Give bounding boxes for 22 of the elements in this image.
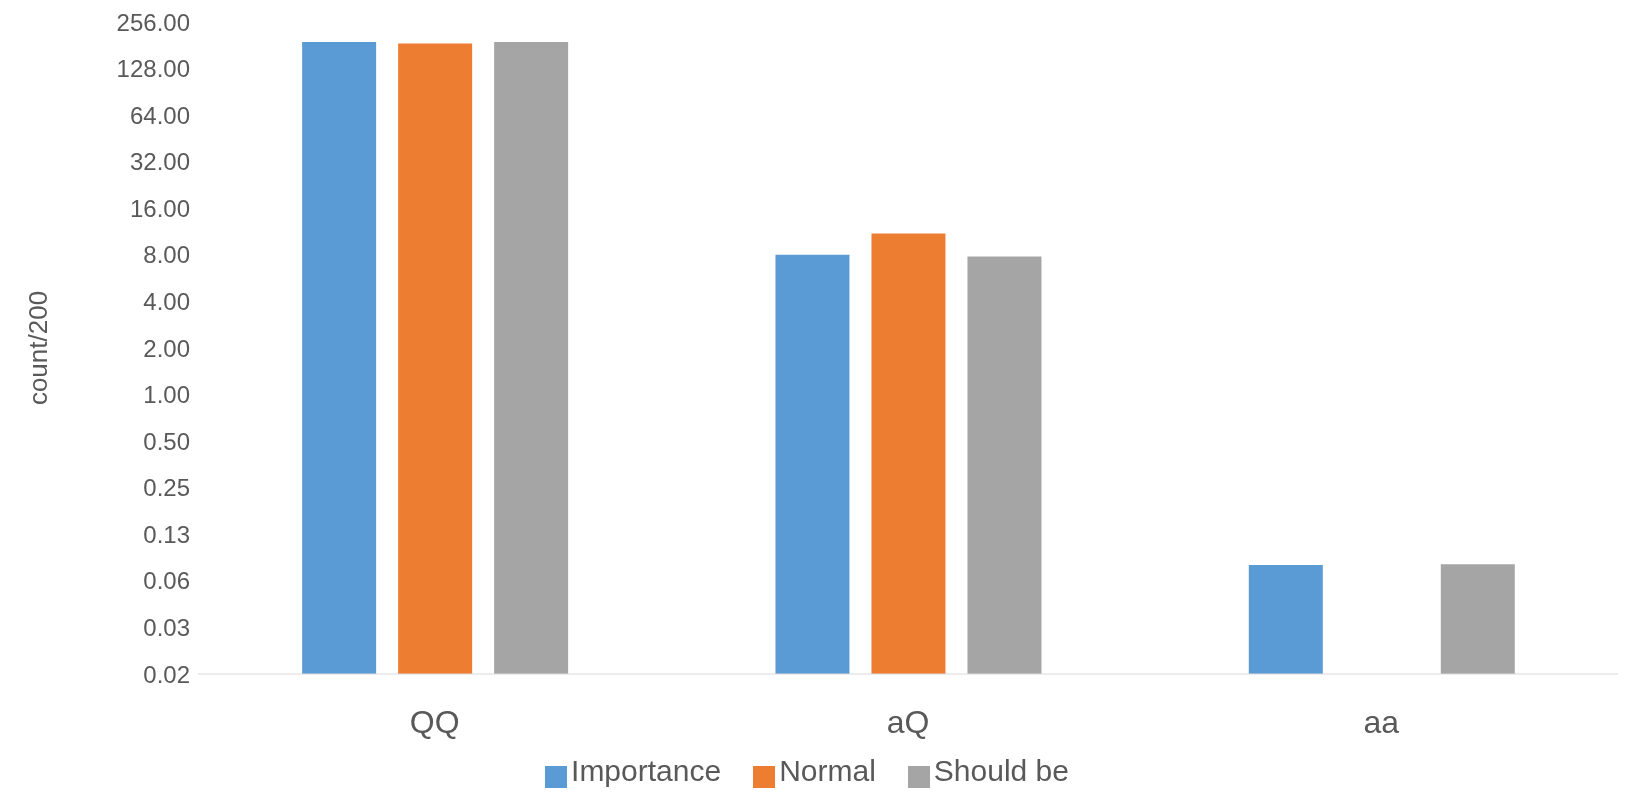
legend-label: Should be [933, 754, 1069, 787]
y-tick-label: 0.02 [143, 660, 190, 688]
y-tick-label: 0.13 [143, 520, 190, 548]
y-tick-label: 64.00 [129, 101, 190, 129]
y-tick-label: 0.50 [143, 427, 190, 455]
x-tick-label: QQ [409, 703, 460, 740]
y-axis-title: count/200 [23, 290, 54, 406]
y-tick-label: 0.06 [143, 567, 190, 595]
x-tick-label: aQ [886, 703, 930, 740]
y-tick-label: 16.00 [129, 194, 190, 222]
y-tick-label: 1.00 [143, 381, 190, 409]
legend-label: Importance [571, 754, 722, 787]
y-tick-label: 256.00 [116, 8, 190, 36]
y-tick-label: 4.00 [143, 287, 190, 315]
x-tick-label: aa [1363, 703, 1400, 740]
y-tick-label: 0.25 [143, 474, 190, 502]
y-tick-label: 0.03 [143, 613, 190, 641]
y-tick-label: 8.00 [143, 241, 190, 269]
y-tick-label: 32.00 [129, 148, 190, 176]
legend-label: Normal [779, 754, 876, 787]
y-tick-label: 2.00 [143, 334, 190, 362]
y-tick-label: 128.00 [116, 55, 190, 83]
